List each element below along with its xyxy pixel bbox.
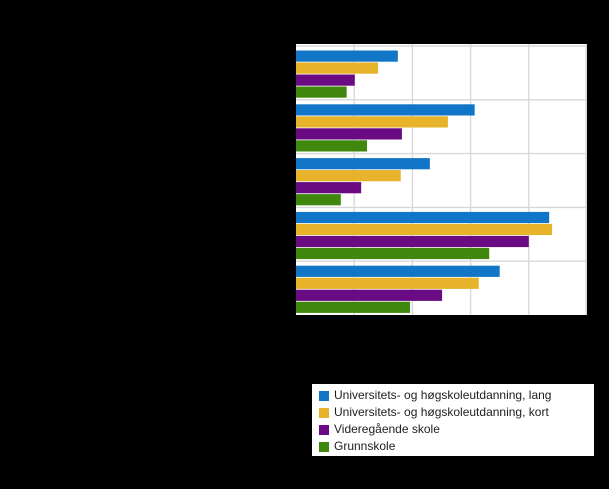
bar bbox=[296, 211, 550, 224]
legend-item: Universitets- og høgskoleutdanning, kort bbox=[319, 404, 594, 421]
bar bbox=[296, 265, 500, 277]
bar bbox=[296, 128, 402, 140]
chart-plot-area bbox=[296, 44, 587, 315]
legend-label: Universitets- og høgskoleutdanning, kort bbox=[334, 405, 549, 419]
bar bbox=[296, 277, 479, 289]
legend-label: Grunnskole bbox=[334, 439, 396, 453]
chart-legend: Universitets- og høgskoleutdanning, lang… bbox=[312, 384, 594, 456]
bar bbox=[296, 235, 529, 248]
legend-swatch bbox=[319, 407, 329, 418]
bar bbox=[296, 158, 430, 170]
bar bbox=[296, 289, 443, 301]
bar bbox=[296, 170, 401, 182]
legend-item: Grunnskole bbox=[319, 438, 594, 455]
bar bbox=[296, 116, 448, 128]
bar bbox=[296, 223, 553, 236]
bar bbox=[296, 140, 368, 152]
bar bbox=[296, 194, 341, 206]
bar bbox=[296, 62, 379, 74]
bar bbox=[296, 247, 490, 260]
bar bbox=[296, 50, 398, 62]
legend-item: Videregående skole bbox=[319, 421, 594, 438]
legend-label: Videregående skole bbox=[334, 422, 440, 436]
legend-label: Universitets- og høgskoleutdanning, lang bbox=[334, 388, 552, 402]
legend-swatch bbox=[319, 424, 329, 435]
bar bbox=[296, 104, 475, 116]
bar bbox=[296, 86, 347, 98]
legend-swatch bbox=[319, 441, 329, 452]
legend-item: Universitets- og høgskoleutdanning, lang bbox=[319, 387, 594, 404]
bar bbox=[296, 182, 362, 194]
bar-chart bbox=[296, 44, 587, 315]
bar bbox=[296, 74, 355, 86]
bar bbox=[296, 301, 411, 313]
legend-swatch bbox=[319, 390, 329, 401]
